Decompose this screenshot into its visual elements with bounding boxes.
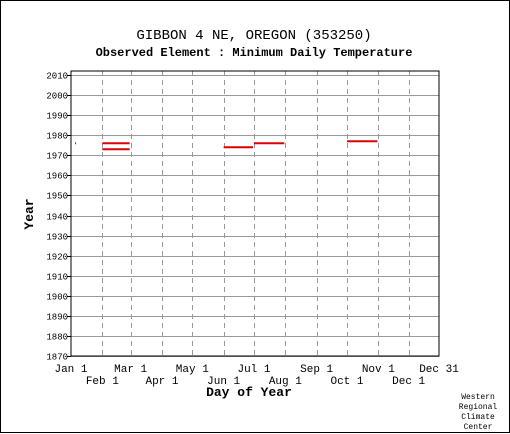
footer-line: Climate: [461, 413, 495, 422]
y-tick-label: 1970: [46, 152, 68, 162]
y-tick-label: 1930: [46, 233, 68, 243]
y-tick-label: 1950: [46, 192, 68, 202]
y-tick-label: 2010: [46, 72, 68, 82]
y-tick-label: 1980: [46, 132, 68, 142]
data-series: [75, 140, 378, 151]
x-tick-label: Dec 31: [419, 364, 459, 376]
grid-lines: [71, 71, 439, 357]
y-axis: 1870 1880 1890 1900 1910 1920 1930 1940 1950 1960…: [46, 72, 71, 363]
x-axis-label: Day of Year: [206, 385, 292, 400]
x-tick-label: May 1: [176, 364, 209, 376]
chart-subtitle: Observed Element : Minimum Daily Tempera…: [96, 46, 413, 60]
x-tick-label: Apr 1: [145, 376, 178, 388]
y-tick-label: 2000: [46, 92, 68, 102]
x-tick-label: Sep 1: [300, 364, 333, 376]
y-tick-label: 1960: [46, 172, 68, 182]
x-tick-label: Jan 1: [54, 364, 87, 376]
footer-line: Regional: [459, 403, 498, 412]
x-tick-label: Dec 1: [392, 376, 425, 388]
y-tick-label: 1890: [46, 313, 68, 323]
x-tick-label: Jul 1: [237, 364, 270, 376]
chart-title: GIBBON 4 NE, OREGON (353250): [136, 28, 371, 44]
y-tick-label: 1910: [46, 273, 68, 283]
y-tick-label: 1880: [46, 333, 68, 343]
plot-area: [70, 70, 440, 357]
y-axis-label: Year: [22, 198, 37, 229]
y-tick-label: 1870: [46, 353, 68, 363]
footer-line: Center: [464, 423, 493, 432]
x-tick-label: Oct 1: [330, 376, 363, 388]
y-tick-label: 1990: [46, 112, 68, 122]
y-tick-label: 1900: [46, 293, 68, 303]
y-tick-label: 1940: [46, 213, 68, 223]
x-tick-label: Nov 1: [362, 364, 395, 376]
y-tick-label: 1920: [46, 253, 68, 263]
x-tick-label: Feb 1: [86, 376, 119, 388]
x-tick-label: Aug 1: [269, 376, 302, 388]
footer-line: Western: [461, 393, 495, 402]
x-tick-label: Mar 1: [114, 364, 147, 376]
x-axis: Jan 1 Mar 1 May 1 Jul 1 Sep 1 Nov 1 Dec 31 Feb …: [54, 364, 459, 388]
x-tick-label: Jun 1: [207, 376, 240, 388]
